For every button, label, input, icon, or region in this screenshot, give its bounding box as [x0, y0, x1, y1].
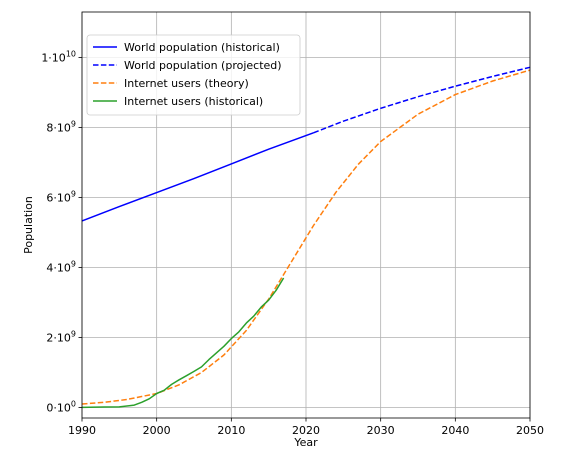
y-tick-label: 0·100	[46, 400, 76, 415]
y-tick-exponent: 0	[71, 400, 76, 409]
x-tick-label: 2050	[516, 424, 544, 437]
legend-label: World population (projected)	[124, 59, 282, 72]
legend-label: Internet users (theory)	[124, 77, 249, 90]
x-tick-label: 2030	[367, 424, 395, 437]
x-tick-label: 2020	[292, 424, 320, 437]
legend-label: Internet users (historical)	[124, 95, 263, 108]
series-line-internet-users-theory	[81, 69, 531, 405]
y-tick-label: 1·1010	[41, 50, 76, 65]
series-line-world-population-projected	[313, 66, 531, 134]
y-tick-exponent: 10	[66, 50, 76, 59]
y-tick-mantissa: 6·10	[46, 192, 71, 205]
y-tick-mantissa: 4·10	[46, 262, 71, 275]
y-tick-exponent: 9	[71, 330, 76, 339]
x-tick-label: 1990	[68, 424, 96, 437]
series-lines	[81, 66, 531, 409]
y-tick-mantissa: 0·10	[46, 402, 71, 415]
x-axis-label: Year	[293, 436, 318, 449]
y-tick-exponent: 9	[71, 120, 76, 129]
y-tick-label: 8·109	[46, 120, 76, 135]
y-tick-label: 2·109	[46, 330, 76, 345]
y-tick-label: 4·109	[46, 260, 76, 275]
y-axis-label: Population	[22, 196, 35, 254]
x-tick-label: 2010	[217, 424, 245, 437]
legend-box	[86, 34, 301, 116]
y-tick-exponent: 9	[71, 190, 76, 199]
y-tick-mantissa: 2·10	[46, 332, 71, 345]
legend: World population (historical) World popul…	[86, 34, 301, 116]
y-tick-mantissa: 1·10	[41, 52, 66, 65]
legend-label: World population (historical)	[124, 41, 280, 54]
y-tick-mantissa: 8·10	[46, 122, 71, 135]
x-axis-ticks: 1990 2000 2010 2020 2030 2040 2050	[68, 418, 544, 437]
x-tick-label: 2000	[143, 424, 171, 437]
y-tick-exponent: 9	[71, 260, 76, 269]
y-tick-label: 6·109	[46, 190, 76, 205]
series-line-world-population-historical	[81, 132, 314, 222]
x-tick-label: 2040	[441, 424, 469, 437]
series-line-internet-users-historical	[81, 277, 285, 409]
